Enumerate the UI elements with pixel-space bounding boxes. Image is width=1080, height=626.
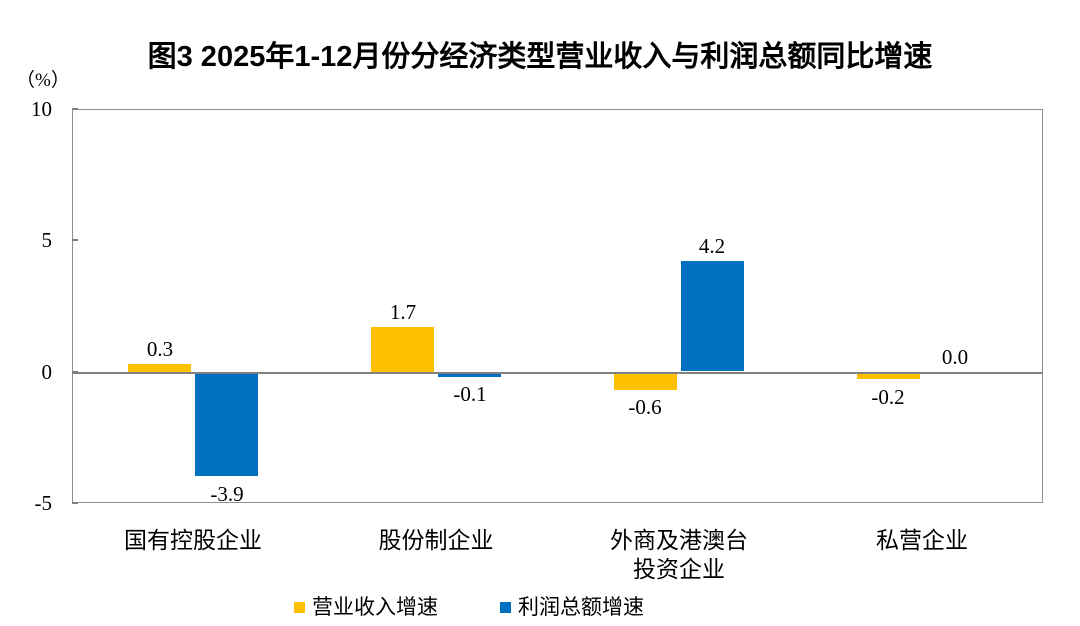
value-label: -0.6	[628, 395, 662, 419]
value-label: -0.2	[871, 385, 905, 409]
y-tick-mark	[72, 502, 78, 504]
legend-label: 营业收入增速	[312, 595, 438, 619]
bar	[857, 372, 920, 379]
category-label: 股份制企业	[379, 526, 494, 555]
zero-gridline	[72, 372, 1043, 374]
category-label-line: 国有控股企业	[124, 528, 262, 553]
legend-item: 利润总额增速	[500, 594, 644, 620]
value-label: -3.9	[210, 482, 244, 506]
legend-swatch	[294, 601, 305, 613]
value-label: -0.1	[453, 382, 487, 406]
category-label: 私营企业	[876, 526, 968, 555]
legend-swatch	[500, 601, 511, 613]
category-label-line: 投资企业	[633, 557, 725, 582]
y-tick-mark	[72, 239, 78, 242]
y-tick-label: 0	[41, 359, 53, 384]
y-axis-unit-label: （%）	[16, 70, 70, 91]
y-tick-label: 5	[41, 228, 53, 253]
category-label-line: 股份制企业	[378, 528, 494, 553]
value-label: 0.0	[941, 345, 969, 369]
legend: 营业收入增速 利润总额增速	[294, 594, 644, 620]
y-tick-mark	[72, 370, 78, 373]
bar	[195, 372, 258, 476]
bar	[371, 327, 434, 372]
bar	[614, 372, 677, 390]
value-label: 1.7	[389, 300, 417, 324]
category-label: 国有控股企业	[124, 526, 262, 555]
legend-label: 利润总额增速	[518, 595, 644, 619]
legend-item: 营业收入增速	[294, 594, 438, 620]
value-label: 4.2	[698, 234, 726, 258]
bar	[438, 372, 501, 377]
chart-title: 图3 2025年1-12月份分经济类型营业收入与利润总额同比增速	[147, 41, 933, 73]
plot-area	[72, 109, 1043, 503]
category-label-line: 私营企业	[876, 528, 968, 553]
bar	[681, 261, 744, 371]
y-tick-mark	[72, 108, 78, 110]
category-label-line: 外商及港澳台	[610, 528, 748, 553]
y-tick-label: -5	[34, 491, 53, 515]
category-label: 外商及港澳台 投资企业	[610, 526, 748, 584]
y-tick-label: 10	[31, 97, 52, 121]
value-label: 0.3	[146, 337, 174, 361]
bar	[128, 364, 191, 372]
